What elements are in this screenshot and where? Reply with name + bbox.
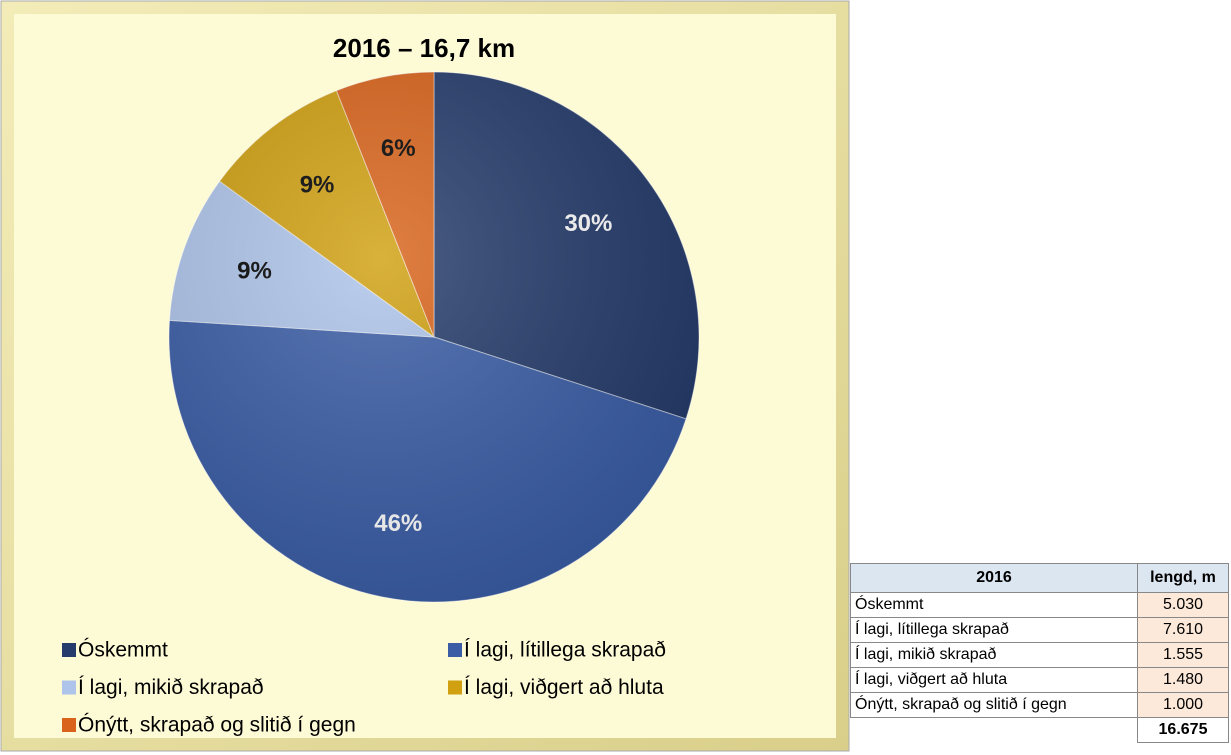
- table-row: Í lagi, lítillega skrapað 7.610: [850, 617, 1229, 643]
- table-row: Í lagi, viðgert að hluta 1.480: [850, 667, 1229, 693]
- chart-title: 2016 – 16,7 km: [333, 33, 515, 63]
- legend-label: Í lagi, lítillega skrapað: [464, 639, 666, 662]
- data-label: 30%: [564, 210, 612, 237]
- row-value: 7.610: [1137, 617, 1229, 643]
- row-label: Í lagi, viðgert að hluta: [850, 667, 1138, 693]
- row-value: 1.000: [1137, 692, 1229, 718]
- table-row: Óskemmt 5.030: [850, 592, 1229, 618]
- total-row: 16.675: [851, 717, 1229, 743]
- legend-marker: [62, 680, 76, 695]
- row-value: 1.555: [1137, 642, 1229, 668]
- total-value: 16.675: [1137, 717, 1229, 743]
- data-label: 6%: [381, 135, 416, 162]
- data-label: 9%: [300, 172, 335, 199]
- data-table: 2016 lengd, m Óskemmt 5.030 Í lagi, lítill…: [850, 563, 1229, 743]
- row-label: Í lagi, mikið skrapað: [850, 642, 1138, 668]
- legend-marker: [62, 718, 76, 732]
- table-row: Í lagi, mikið skrapað 1.555: [850, 642, 1229, 668]
- blank-cell: [851, 718, 1138, 743]
- row-label: Í lagi, lítillega skrapað: [850, 617, 1138, 643]
- data-label: 9%: [237, 258, 272, 285]
- legend-label: Í lagi, mikið skrapað: [78, 676, 264, 699]
- table-row: Ónýtt, skrapað og slitið í gegn 1.000: [850, 692, 1229, 718]
- legend-label: Ónýtt, skrapað og slitið í gegn: [78, 714, 356, 737]
- legend-marker: [448, 643, 462, 657]
- chart: 2016 – 16,7 km 30% 46% 9% 9% 6% Óskemmt Í lagi…: [0, 0, 850, 752]
- legend-marker: [62, 643, 76, 657]
- table-header: 2016 lengd, m: [850, 563, 1229, 593]
- data-label: 46%: [374, 510, 422, 537]
- row-value: 1.480: [1137, 667, 1229, 693]
- row-value: 5.030: [1137, 592, 1229, 618]
- legend-label: Óskemmt: [78, 639, 168, 662]
- header-cell: lengd, m: [1137, 563, 1229, 593]
- legend-label: Í lagi, viðgert að hluta: [464, 676, 664, 699]
- row-label: Ónýtt, skrapað og slitið í gegn: [850, 692, 1138, 718]
- header-cell: 2016: [850, 563, 1138, 593]
- row-label: Óskemmt: [850, 592, 1138, 618]
- legend-marker: [448, 680, 462, 695]
